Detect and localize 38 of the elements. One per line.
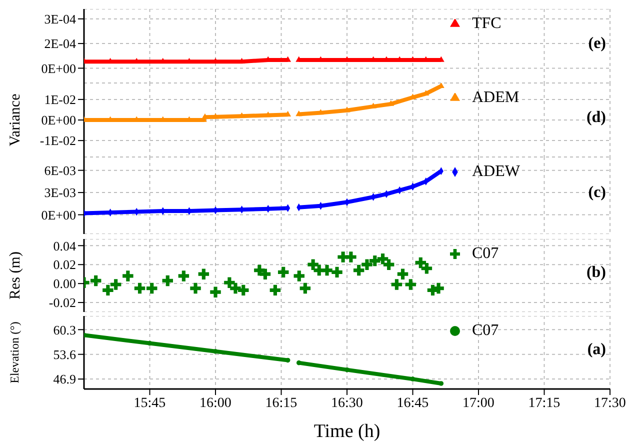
y-tick-label: 0E+00 [41, 112, 76, 128]
y-tick-label: 0.00 [53, 276, 76, 292]
y-tick-label: -1E-02 [40, 133, 76, 148]
y-tick-label: 6E-03 [44, 162, 76, 178]
x-tick-label: 15:45 [134, 396, 166, 411]
legend-label: ADEM [472, 89, 520, 106]
x-tick-label: 16:30 [331, 396, 363, 411]
y-tick-label: 2E-04 [44, 36, 76, 52]
y-tick-label: 0E+00 [41, 60, 76, 76]
legend-label: C07 [472, 322, 499, 339]
x-axis-title: Time (h) [314, 421, 380, 442]
y-tick-label: 0.02 [53, 257, 76, 272]
y-tick-label: 0E+00 [41, 207, 76, 222]
x-tick-label: 16:00 [200, 396, 232, 411]
y-tick-label: 53.6 [53, 346, 76, 362]
x-tick-label: 17:15 [528, 396, 560, 411]
y-tick-label: 60.3 [53, 322, 76, 338]
y-tick-label: -0.02 [48, 295, 76, 310]
annotation: (e) [588, 34, 606, 53]
y-axis-title: Elevation (°) [7, 322, 22, 384]
annotation: (a) [587, 341, 606, 360]
y-axis-title: Res (m) [7, 252, 24, 300]
x-tick-label: 16:45 [396, 396, 429, 411]
y-tick-label: 0.04 [53, 238, 76, 254]
y-axis-title: Variance [7, 93, 24, 146]
annotation: (d) [586, 108, 606, 127]
y-tick-label: 3E-04 [44, 11, 76, 26]
y-tick-label: 1E-02 [44, 92, 76, 108]
legend-label: ADEW [472, 163, 520, 180]
y-tick-label: 46.9 [53, 372, 76, 387]
x-tick-label: 16:15 [265, 396, 298, 411]
x-tick-label: 17:30 [594, 396, 626, 411]
legend-label: TFC [472, 15, 502, 32]
legend-label: C07 [472, 245, 499, 262]
x-tick-label: 17:00 [462, 396, 494, 411]
annotation: (c) [588, 184, 606, 202]
annotation: (b) [586, 264, 606, 282]
y-tick-label: 3E-03 [44, 185, 76, 200]
